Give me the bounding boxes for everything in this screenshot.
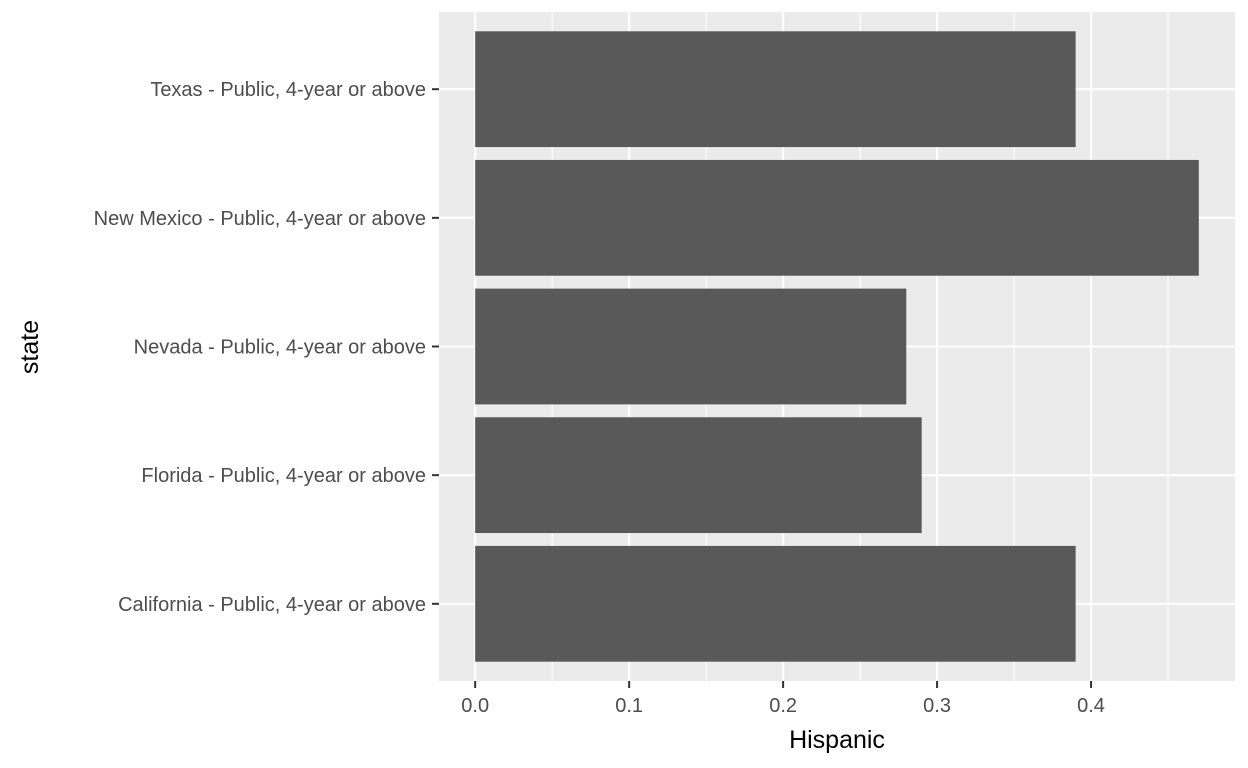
x-tick-label: 0.3 — [923, 695, 951, 717]
x-tick-label: 0.1 — [615, 695, 643, 717]
x-tick-label: 0.2 — [769, 695, 797, 717]
y-axis-title: state — [16, 320, 44, 374]
y-tick-label: Florida - Public, 4-year or above — [141, 465, 426, 487]
bar — [475, 417, 922, 534]
y-tick-label: Nevada - Public, 4-year or above — [134, 337, 426, 359]
y-tick-label: Texas - Public, 4-year or above — [150, 79, 426, 101]
bar — [475, 545, 1076, 662]
y-axis: California - Public, 4-year or above Flor… — [94, 79, 439, 616]
x-tick-label: 0.0 — [461, 695, 489, 717]
x-tick-label: 0.4 — [1077, 695, 1105, 717]
bar — [475, 31, 1076, 148]
bars — [475, 31, 1199, 662]
y-tick-label: California - Public, 4-year or above — [118, 594, 426, 616]
bar — [475, 288, 907, 405]
x-axis: 0.0 0.1 0.2 0.3 0.4 — [461, 681, 1105, 717]
bar — [475, 159, 1199, 276]
y-tick-label: New Mexico - Public, 4-year or above — [94, 208, 426, 230]
x-axis-title: Hispanic — [789, 726, 885, 754]
